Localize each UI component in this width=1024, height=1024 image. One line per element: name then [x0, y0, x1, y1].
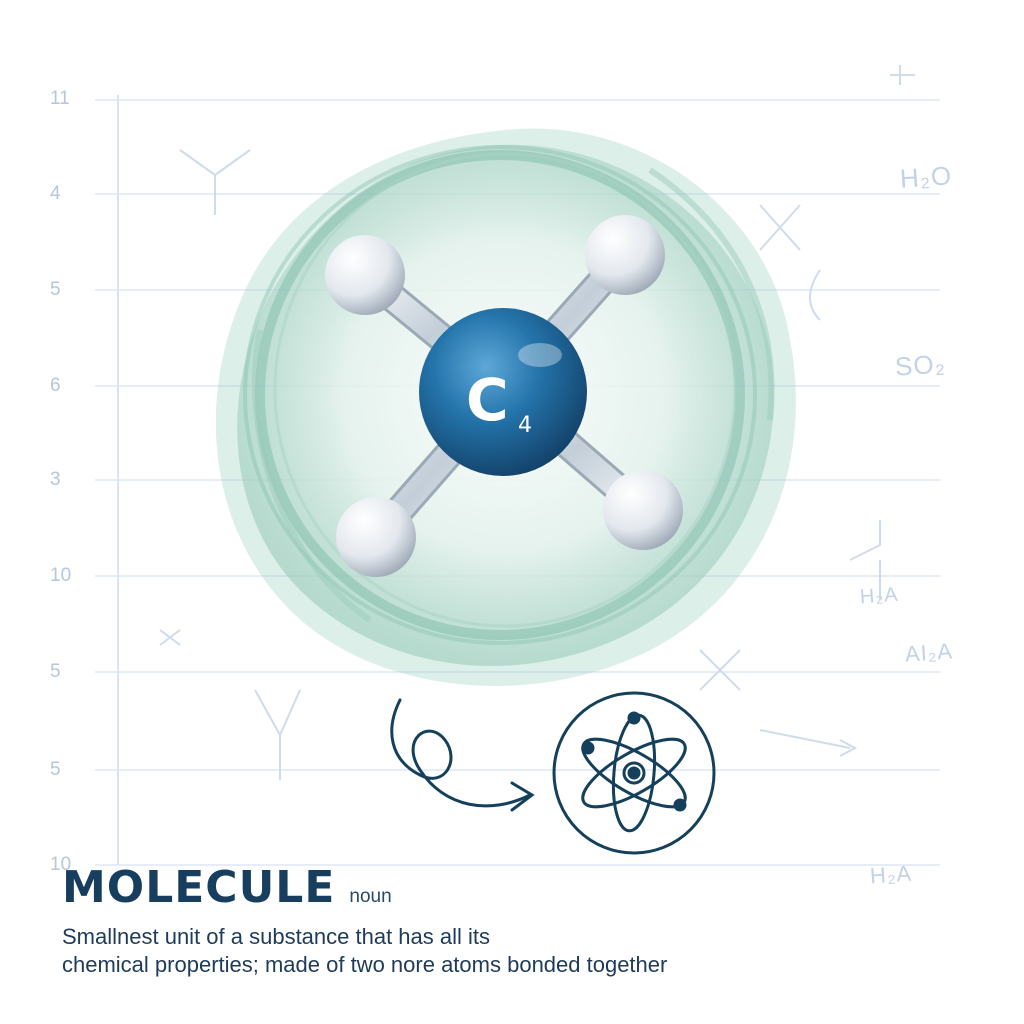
line-number: 11: [50, 88, 70, 109]
outer-atom: [336, 497, 416, 577]
part-of-speech: noun: [349, 886, 392, 907]
center-atom-label: C: [466, 366, 509, 434]
line-number: 5: [50, 661, 61, 682]
line-number: 4: [50, 183, 61, 204]
headword: MOLECULE: [62, 862, 336, 913]
line-number: 3: [50, 469, 61, 490]
entry-heading: MOLECULE noun: [62, 862, 392, 913]
definition-line: Smallnest unit of a substance that has a…: [62, 924, 491, 949]
outer-atom: [603, 470, 683, 550]
line-number: 6: [50, 375, 61, 396]
line-number: 5: [50, 279, 61, 300]
center-atom: [419, 308, 587, 476]
sketch-strokes: [159, 65, 915, 780]
center-atom-highlight: [518, 343, 562, 367]
curly-arrow-icon: [390, 698, 535, 812]
outer-atom: [585, 215, 665, 295]
line-number: 5: [50, 759, 61, 780]
outer-atom: [325, 235, 405, 315]
line-number: 10: [50, 565, 72, 586]
definition-line: chemical properties; made of two nore at…: [62, 952, 668, 977]
center-atom-subscript: 4: [518, 413, 532, 438]
line-number: 10: [50, 854, 72, 875]
atom-icon: [552, 691, 716, 855]
